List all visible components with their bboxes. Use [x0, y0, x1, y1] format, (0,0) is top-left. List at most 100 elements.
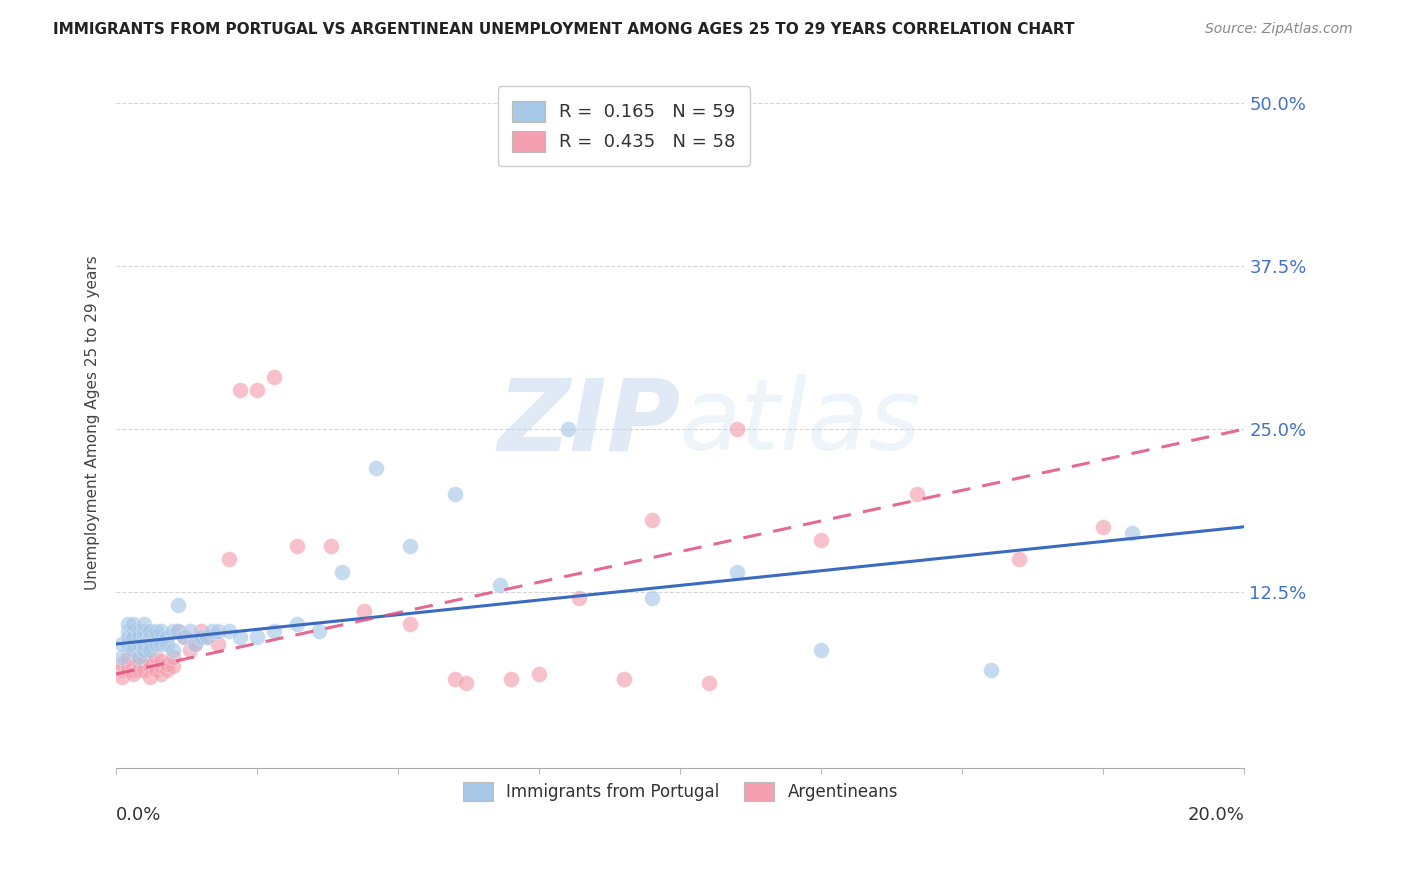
Point [139, 669, 162, 683]
Point [173, 631, 195, 645]
Point [195, 631, 218, 645]
Point [122, 631, 145, 645]
Point [111, 669, 134, 683]
Point [184, 637, 207, 651]
Point [111, 650, 134, 665]
Point [117, 617, 139, 632]
Point [139, 624, 162, 638]
Point [117, 650, 139, 665]
Point [122, 617, 145, 632]
Point [134, 637, 156, 651]
Point [134, 650, 156, 665]
Point [398, 617, 420, 632]
Point [725, 422, 748, 436]
Point [162, 624, 184, 638]
Point [568, 591, 591, 606]
Point [162, 659, 184, 673]
Point [145, 663, 167, 677]
Point [117, 637, 139, 651]
Point [454, 676, 477, 690]
Point [128, 650, 150, 665]
Point [308, 624, 330, 638]
Point [117, 659, 139, 673]
Point [128, 631, 150, 645]
Point [156, 657, 179, 671]
Point [319, 539, 342, 553]
Legend: Immigrants from Portugal, Argentineans: Immigrants from Portugal, Argentineans [456, 775, 904, 807]
Point [122, 659, 145, 673]
Point [150, 659, 173, 673]
Point [139, 659, 162, 673]
Point [111, 637, 134, 651]
Point [501, 672, 523, 686]
Point [150, 654, 173, 668]
Point [134, 631, 156, 645]
Point [218, 552, 240, 566]
Point [489, 578, 512, 592]
Point [557, 422, 579, 436]
Point [207, 624, 229, 638]
Point [145, 637, 167, 651]
Point [167, 624, 190, 638]
Point [980, 663, 1002, 677]
Point [725, 566, 748, 580]
Point [167, 624, 190, 638]
Point [613, 672, 636, 686]
Point [529, 667, 551, 681]
Point [167, 598, 190, 612]
Point [229, 631, 252, 645]
Point [263, 370, 285, 384]
Point [156, 637, 179, 651]
Point [134, 617, 156, 632]
Point [139, 654, 162, 668]
Point [139, 643, 162, 657]
Point [128, 624, 150, 638]
Point [156, 631, 179, 645]
Text: ZIP: ZIP [498, 374, 681, 471]
Text: 0.0%: 0.0% [117, 805, 162, 823]
Point [246, 631, 269, 645]
Text: IMMIGRANTS FROM PORTUGAL VS ARGENTINEAN UNEMPLOYMENT AMONG AGES 25 TO 29 YEARS C: IMMIGRANTS FROM PORTUGAL VS ARGENTINEAN … [53, 22, 1076, 37]
Point [1092, 520, 1115, 534]
Point [145, 631, 167, 645]
Point [117, 654, 139, 668]
Point [128, 637, 150, 651]
Point [443, 487, 465, 501]
Point [128, 659, 150, 673]
Point [285, 617, 308, 632]
Y-axis label: Unemployment Among Ages 25 to 29 years: Unemployment Among Ages 25 to 29 years [86, 255, 100, 590]
Point [111, 663, 134, 677]
Point [810, 643, 832, 657]
Point [122, 667, 145, 681]
Point [641, 513, 664, 527]
Point [117, 631, 139, 645]
Point [443, 672, 465, 686]
Point [641, 591, 664, 606]
Point [1008, 552, 1031, 566]
Point [905, 487, 928, 501]
Point [263, 624, 285, 638]
Point [218, 624, 240, 638]
Point [201, 624, 224, 638]
Text: 20.0%: 20.0% [1188, 805, 1244, 823]
Point [229, 383, 252, 397]
Point [122, 624, 145, 638]
Point [162, 643, 184, 657]
Point [145, 624, 167, 638]
Point [122, 663, 145, 677]
Point [128, 663, 150, 677]
Point [134, 657, 156, 671]
Point [364, 461, 387, 475]
Point [122, 654, 145, 668]
Point [173, 631, 195, 645]
Point [179, 643, 201, 657]
Point [145, 659, 167, 673]
Point [330, 566, 353, 580]
Point [150, 624, 173, 638]
Point [139, 631, 162, 645]
Point [122, 637, 145, 651]
Point [150, 637, 173, 651]
Point [810, 533, 832, 547]
Point [134, 663, 156, 677]
Point [139, 637, 162, 651]
